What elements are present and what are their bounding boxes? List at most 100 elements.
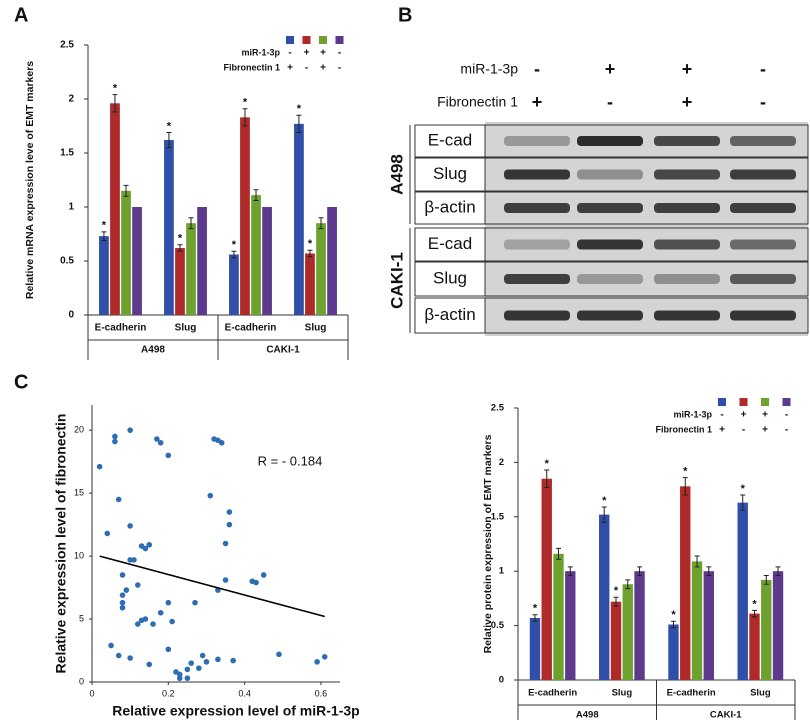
significance-mark: * xyxy=(752,598,757,610)
scatter-point xyxy=(142,616,149,622)
y-tick-label: 20 xyxy=(74,425,84,435)
significance-mark: * xyxy=(308,238,313,250)
annotation: R = - 0.184 xyxy=(258,453,323,468)
legend-swatch xyxy=(761,398,769,406)
bar xyxy=(668,624,679,680)
scatter-point xyxy=(134,582,141,588)
legend-row-label: Fibronectin 1 xyxy=(655,424,712,434)
blot-sign: - xyxy=(607,92,613,112)
error-bar xyxy=(694,555,700,568)
blot-group-label: CAKI-1 xyxy=(387,252,406,309)
scatter-point xyxy=(165,646,172,653)
legend-sign: - xyxy=(785,410,788,421)
blot-row-label: β-actin xyxy=(424,305,475,324)
bar xyxy=(691,561,703,680)
blot-band xyxy=(504,203,570,213)
blot-sign: - xyxy=(534,59,540,79)
legend-swatch xyxy=(782,398,791,406)
error-bar xyxy=(188,217,194,230)
scatter-point xyxy=(184,675,191,682)
x-tick-label: Slug xyxy=(305,323,327,334)
y-tick-label: 0.5 xyxy=(491,620,505,631)
error-bar xyxy=(177,244,183,252)
bar xyxy=(164,140,174,315)
blot-sign: + xyxy=(682,92,693,112)
bar xyxy=(761,579,772,680)
significance-mark: * xyxy=(671,609,676,621)
blot-row-label: Slug xyxy=(433,164,467,183)
scatter-point xyxy=(119,592,126,598)
blot-label-box xyxy=(414,261,486,297)
y-tick-label: 1.5 xyxy=(60,148,74,159)
bar xyxy=(99,236,109,315)
blot-band xyxy=(504,136,570,146)
bar xyxy=(121,190,131,315)
error-bar xyxy=(706,566,712,577)
x-axis-label: Relative expression level of miR-1-3p xyxy=(112,703,359,719)
error-bar xyxy=(253,189,259,202)
blot-band xyxy=(730,274,796,284)
legend-sign: - xyxy=(338,63,341,74)
legend-sign: + xyxy=(320,63,326,74)
blot-band xyxy=(504,274,570,284)
blot-band xyxy=(577,239,643,250)
scatter-point xyxy=(230,657,236,664)
significance-mark: * xyxy=(683,466,688,478)
bar xyxy=(772,571,784,680)
scatter-point xyxy=(169,618,175,625)
scatter-point xyxy=(226,509,233,515)
blot-header-label: Fibronectin 1 xyxy=(437,94,518,110)
y-tick-label: 1 xyxy=(499,566,505,577)
legend-swatch xyxy=(302,36,311,44)
blot-row-label: E-cad xyxy=(428,234,472,253)
y-tick-label: 2 xyxy=(499,457,504,468)
significance-mark: * xyxy=(178,233,183,245)
panel-label: A xyxy=(14,4,28,26)
legend-sign: + xyxy=(762,425,768,436)
bar xyxy=(565,571,576,680)
blot-band xyxy=(654,136,720,146)
scatter-point xyxy=(222,577,229,583)
significance-mark: * xyxy=(102,220,107,232)
scatter-point xyxy=(226,521,233,528)
significance-mark: * xyxy=(533,603,538,615)
x-tick-label: Slug xyxy=(612,688,633,699)
significance-mark: * xyxy=(232,239,237,251)
bar xyxy=(610,601,622,680)
blot-band xyxy=(654,310,720,321)
legend-swatch xyxy=(286,36,294,44)
bar xyxy=(749,613,760,680)
y-tick-label: 2 xyxy=(68,94,74,105)
y-tick-label: 0.5 xyxy=(60,256,74,267)
blot-band xyxy=(730,239,796,250)
significance-mark: * xyxy=(113,83,118,95)
scatter-point xyxy=(146,541,153,548)
scatter-point xyxy=(253,579,259,586)
error-bar xyxy=(307,249,313,258)
legend-sign: - xyxy=(742,425,745,436)
group-label: CAKI-1 xyxy=(266,345,300,356)
scatter-point xyxy=(146,661,153,668)
blot-sign: - xyxy=(760,92,766,112)
error-bar xyxy=(670,620,676,629)
blot-band xyxy=(654,274,720,284)
legend-swatch xyxy=(718,398,726,406)
error-bar xyxy=(682,477,688,496)
error-bar xyxy=(532,614,538,622)
blot-band xyxy=(654,203,720,213)
error-bar xyxy=(166,131,172,149)
significance-mark: * xyxy=(545,458,550,470)
scatter-point xyxy=(321,654,328,660)
blot-header-label: miR-1-3p xyxy=(460,61,518,77)
bar xyxy=(240,117,250,315)
legend-swatch xyxy=(739,398,748,406)
blot-band xyxy=(654,169,720,180)
panel-label: B xyxy=(398,4,412,26)
scatter-point xyxy=(196,665,202,671)
scatter-point xyxy=(165,599,172,606)
scatter-point xyxy=(119,572,126,578)
significance-mark: * xyxy=(243,97,248,109)
legend-sign: + xyxy=(304,48,310,59)
error-bar xyxy=(751,609,757,618)
x-tick-label: E-cadherin xyxy=(528,688,577,699)
